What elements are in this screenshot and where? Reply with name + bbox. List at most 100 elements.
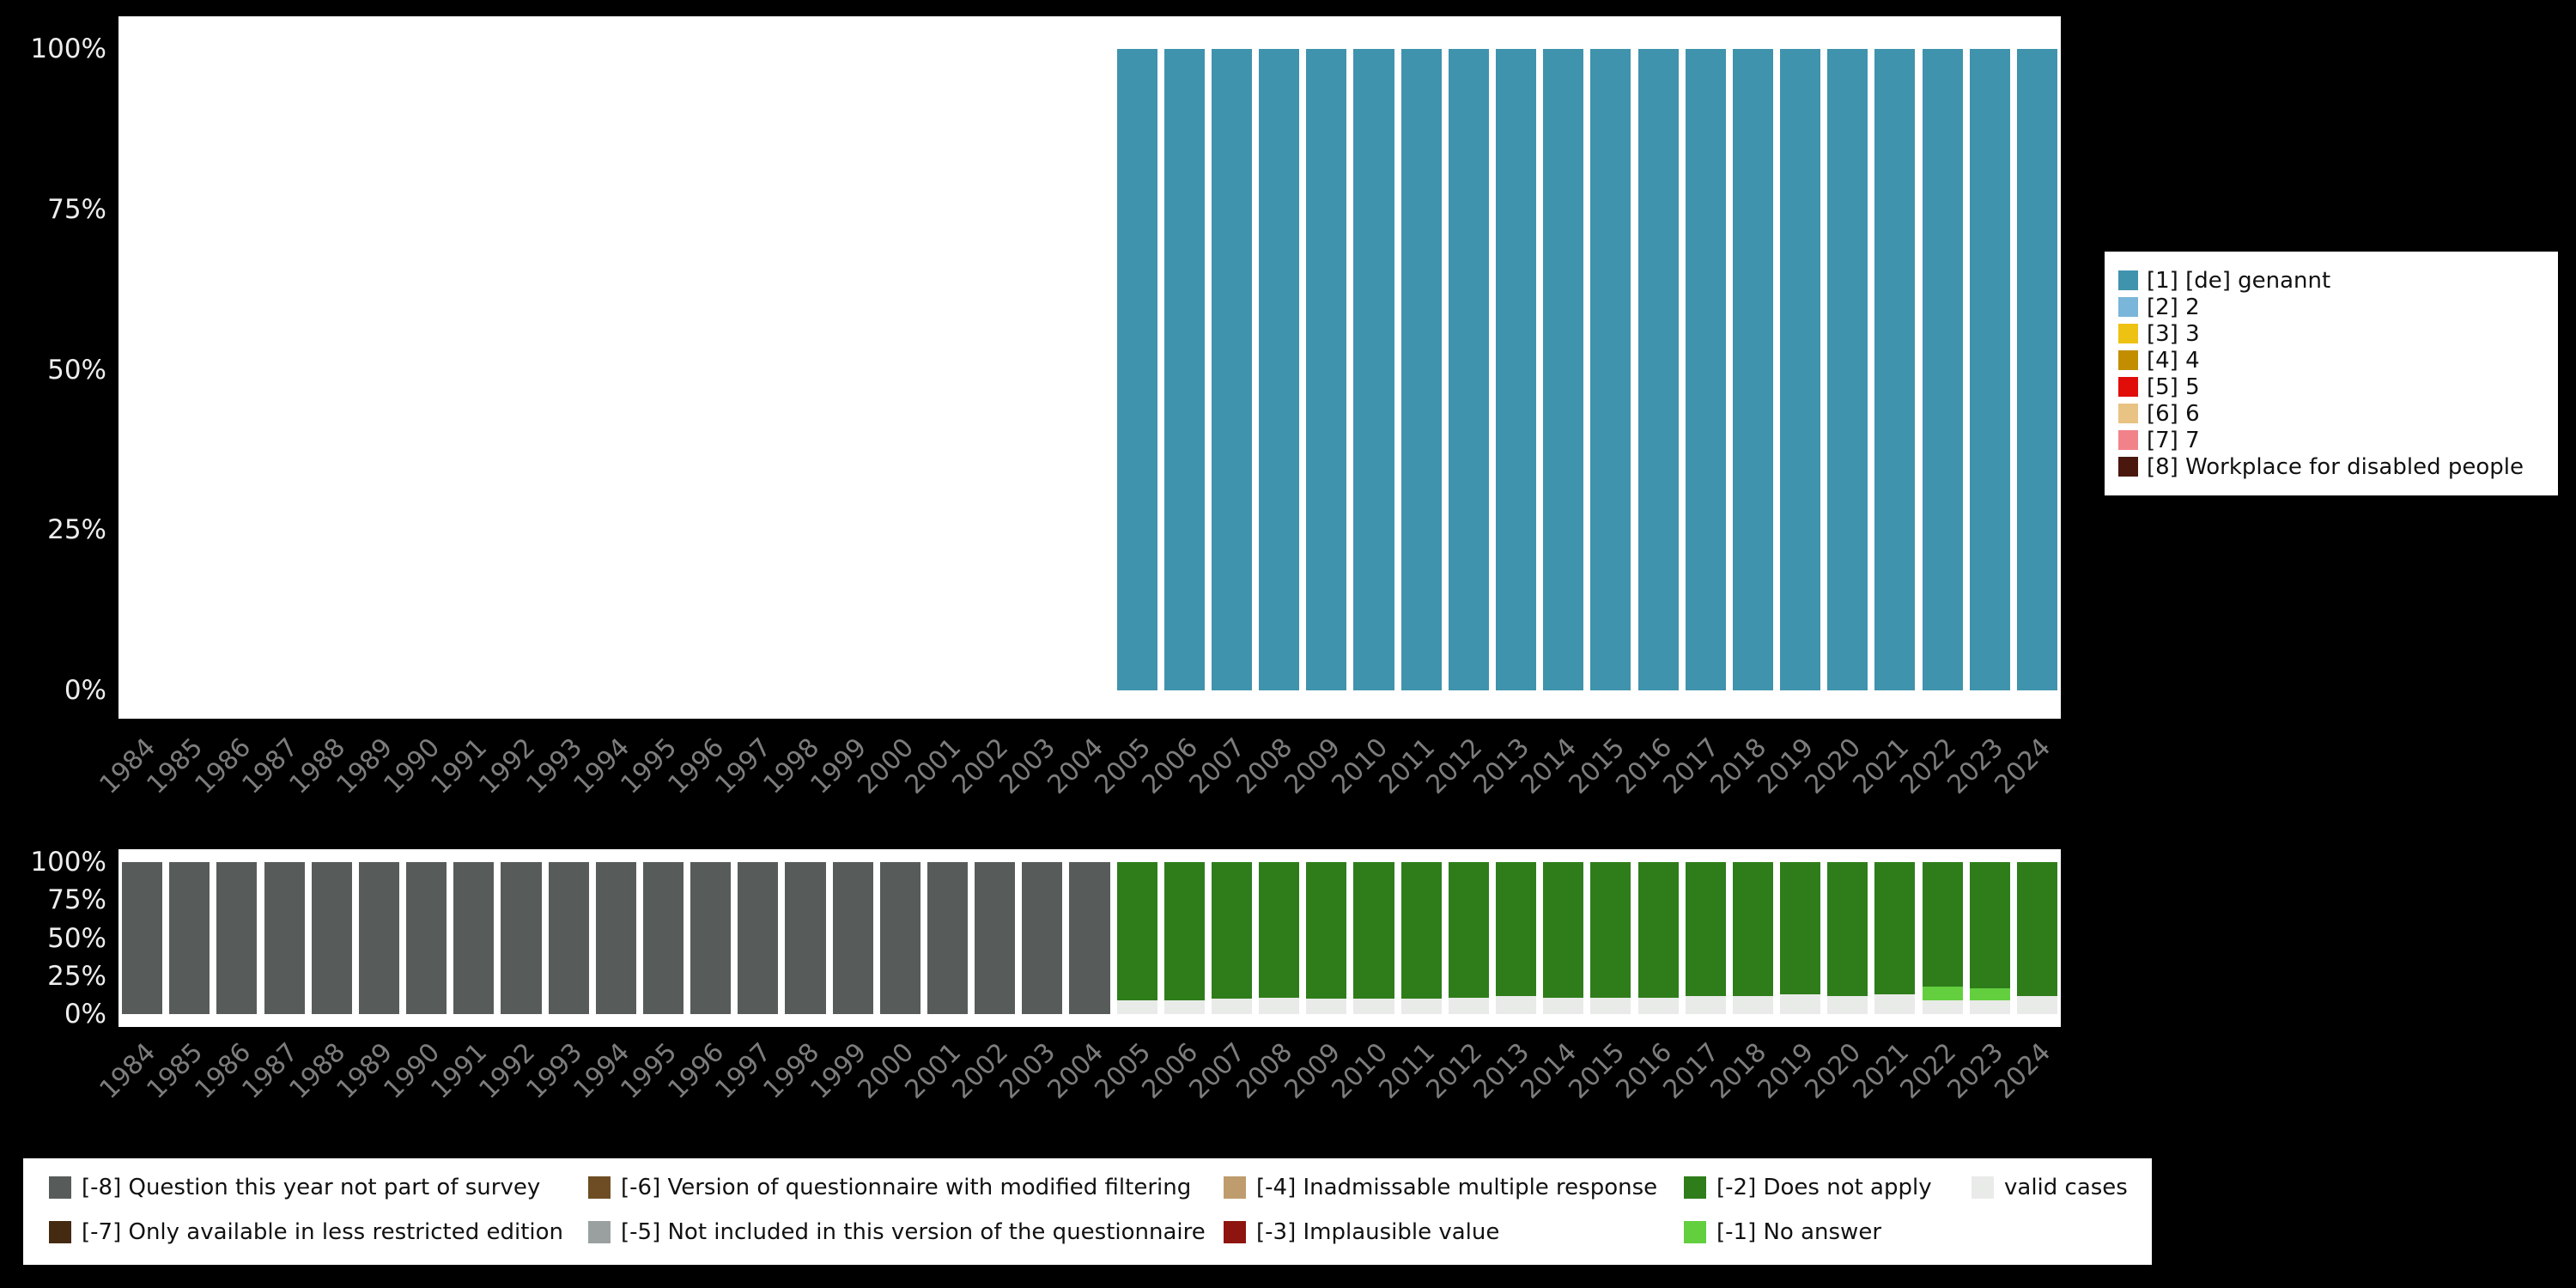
bar-2018-valid-cases[interactable]: [1732, 995, 1773, 1014]
y-tick-label-50: 50%: [47, 354, 106, 386]
bar-2007-valid-cases[interactable]: [1211, 999, 1253, 1014]
bar-2013-valid-cases[interactable]: [1496, 995, 1537, 1014]
bar-1990-not-part-of-survey[interactable]: [406, 862, 447, 1014]
bar-2015-valid-cases[interactable]: [1590, 997, 1631, 1014]
bar-2012-genannt[interactable]: [1448, 49, 1489, 690]
bar-2018-genannt[interactable]: [1732, 49, 1773, 690]
bar-2015-does-not-apply[interactable]: [1590, 862, 1631, 998]
bar-2019-valid-cases[interactable]: [1780, 994, 1821, 1014]
bar-2017-does-not-apply[interactable]: [1685, 862, 1726, 996]
bar-2024-valid-cases[interactable]: [2016, 995, 2057, 1014]
bar-2022-genannt[interactable]: [1922, 49, 1963, 690]
bar-2008-valid-cases[interactable]: [1259, 997, 1300, 1014]
bar-1997-not-part-of-survey[interactable]: [738, 862, 779, 1014]
bar-2006-valid-cases[interactable]: [1163, 1000, 1205, 1014]
bar-2006-genannt[interactable]: [1163, 49, 1205, 690]
bar-2012-valid-cases[interactable]: [1448, 997, 1489, 1014]
legend-swatch: [2118, 324, 2138, 343]
bar-1994-not-part-of-survey[interactable]: [595, 862, 636, 1014]
bar-2021-genannt[interactable]: [1874, 49, 1916, 690]
bar-2010-valid-cases[interactable]: [1353, 999, 1394, 1014]
bar-2009-valid-cases[interactable]: [1306, 999, 1347, 1014]
top-chart-plot-area: [118, 16, 2061, 719]
bar-2008-does-not-apply[interactable]: [1259, 862, 1300, 998]
bar-2024-genannt[interactable]: [2016, 49, 2057, 690]
bar-2009-genannt[interactable]: [1306, 49, 1347, 690]
bar-2000-not-part-of-survey[interactable]: [879, 862, 920, 1014]
bar-2011-genannt[interactable]: [1400, 49, 1442, 690]
legend-label: [6] 6: [2147, 400, 2200, 427]
bar-2003-not-part-of-survey[interactable]: [1022, 862, 1063, 1014]
bar-1987-not-part-of-survey[interactable]: [264, 862, 305, 1014]
bar-1992-not-part-of-survey[interactable]: [501, 862, 542, 1014]
bar-2014-valid-cases[interactable]: [1543, 997, 1584, 1014]
bar-2015-genannt[interactable]: [1590, 49, 1631, 690]
bar-2007-genannt[interactable]: [1211, 49, 1253, 690]
bar-2022-valid-cases[interactable]: [1922, 1000, 1963, 1014]
bar-1991-not-part-of-survey[interactable]: [453, 862, 495, 1014]
legend-swatch: [1224, 1176, 1246, 1199]
bar-2010-does-not-apply[interactable]: [1353, 862, 1394, 999]
bar-2005-genannt[interactable]: [1116, 49, 1157, 690]
bar-2013-genannt[interactable]: [1496, 49, 1537, 690]
bar-2007-does-not-apply[interactable]: [1211, 862, 1253, 999]
bar-2020-does-not-apply[interactable]: [1827, 862, 1868, 996]
bar-2012-does-not-apply[interactable]: [1448, 862, 1489, 998]
bar-2023-does-not-apply[interactable]: [1969, 862, 2010, 988]
legend-label: [-7] Only available in less restricted e…: [82, 1219, 564, 1245]
bar-1988-not-part-of-survey[interactable]: [311, 862, 352, 1014]
bar-2011-does-not-apply[interactable]: [1400, 862, 1442, 999]
bar-1996-not-part-of-survey[interactable]: [690, 862, 732, 1014]
bar-2023-genannt[interactable]: [1969, 49, 2010, 690]
legend-swatch: [2118, 297, 2138, 317]
bar-1995-not-part-of-survey[interactable]: [642, 862, 684, 1014]
bar-2023-valid-cases[interactable]: [1969, 1000, 2010, 1014]
bar-2020-genannt[interactable]: [1827, 49, 1868, 690]
bar-2022-does-not-apply[interactable]: [1922, 862, 1963, 987]
legend-bottom-item-5: [-3] Implausible value: [1224, 1219, 1499, 1245]
bar-2021-does-not-apply[interactable]: [1874, 862, 1916, 994]
bottom-chart-x-axis: 1984 1985 1986 1987 1988 1989 1990 1991 1992 1993…: [94, 1037, 2057, 1105]
bar-2024-does-not-apply[interactable]: [2016, 862, 2057, 996]
bar-2005-does-not-apply[interactable]: [1116, 862, 1157, 1001]
bar-1999-not-part-of-survey[interactable]: [832, 862, 873, 1014]
legend-label: [-6] Version of questionnaire with modif…: [621, 1175, 1192, 1200]
bar-1989-not-part-of-survey[interactable]: [358, 862, 400, 1014]
bar-2016-does-not-apply[interactable]: [1637, 862, 1679, 998]
bar-2009-does-not-apply[interactable]: [1306, 862, 1347, 999]
bar-2021-valid-cases[interactable]: [1874, 994, 1916, 1014]
bar-2014-genannt[interactable]: [1543, 49, 1584, 690]
bar-2019-genannt[interactable]: [1780, 49, 1821, 690]
bar-2010-genannt[interactable]: [1353, 49, 1394, 690]
bar-1998-not-part-of-survey[interactable]: [785, 862, 826, 1014]
bar-2018-does-not-apply[interactable]: [1732, 862, 1773, 996]
bar-2001-not-part-of-survey[interactable]: [927, 862, 969, 1014]
bar-1986-not-part-of-survey[interactable]: [216, 862, 258, 1014]
bar-1993-not-part-of-survey[interactable]: [548, 862, 589, 1014]
bar-2011-valid-cases[interactable]: [1400, 999, 1442, 1014]
bar-1984-not-part-of-survey[interactable]: [122, 862, 163, 1014]
bar-2019-does-not-apply[interactable]: [1780, 862, 1821, 994]
legend-top-item-6: [7] 7: [2118, 427, 2558, 453]
legend-swatch: [1684, 1221, 1706, 1243]
legend-label: [2] 2: [2147, 294, 2200, 320]
bar-2002-not-part-of-survey[interactable]: [975, 862, 1016, 1014]
bar-2006-does-not-apply[interactable]: [1163, 862, 1205, 1001]
legend-label: [-1] No answer: [1716, 1219, 1882, 1245]
bar-2020-valid-cases[interactable]: [1827, 995, 1868, 1014]
bar-2013-does-not-apply[interactable]: [1496, 862, 1537, 996]
bar-2023-no-answer[interactable]: [1969, 987, 2010, 1001]
legend-swatch: [2118, 404, 2138, 423]
bar-2016-valid-cases[interactable]: [1637, 997, 1679, 1014]
bar-2005-valid-cases[interactable]: [1116, 1000, 1157, 1014]
legend-label: [4] 4: [2147, 347, 2200, 374]
bar-2008-genannt[interactable]: [1259, 49, 1300, 690]
bar-2004-not-part-of-survey[interactable]: [1069, 862, 1110, 1014]
bar-2016-genannt[interactable]: [1637, 49, 1679, 690]
bar-2017-valid-cases[interactable]: [1685, 995, 1726, 1014]
bar-2022-no-answer[interactable]: [1922, 987, 1963, 1001]
bar-2017-genannt[interactable]: [1685, 49, 1726, 690]
top-chart-legend: [1] [de] genannt [2] 2 [3] 3 [4] 4 [5] 5 [6] …: [2105, 252, 2558, 495]
bar-1985-not-part-of-survey[interactable]: [169, 862, 210, 1014]
bar-2014-does-not-apply[interactable]: [1543, 862, 1584, 998]
